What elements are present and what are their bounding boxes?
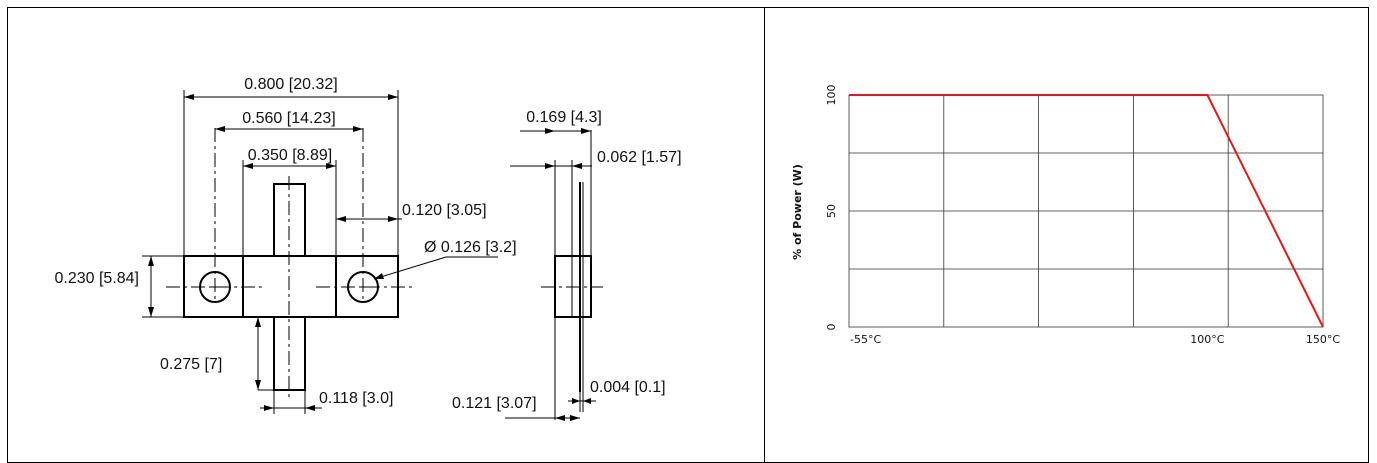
dim-hole-diameter: Ø 0.126 [3.2] <box>424 239 517 256</box>
top-view: 0.800 [20.32] 0.560 [14.23] 0.350 [8.89]… <box>54 76 517 414</box>
chart-grid <box>848 94 1324 328</box>
dim-side-base: 0.121 [3.07] <box>452 395 537 412</box>
side-view: 0.169 [4.3] 0.062 [1.57] 0.121 [3.07] 0.… <box>452 109 682 421</box>
chart-series <box>849 94 1324 328</box>
dim-lead-thickness: 0.004 [0.1] <box>590 379 666 396</box>
y-tick-label: 50 <box>825 204 838 218</box>
x-tick-label: -55°C <box>850 333 881 346</box>
y-tick-label: 100 <box>825 85 838 106</box>
dim-body-width: 0.350 [8.89] <box>248 147 333 164</box>
chart-y-ticks: 0 50 100 <box>825 85 838 331</box>
chart-x-ticks: -55°C 100°C 150°C <box>850 333 1340 346</box>
x-tick-label: 100°C <box>1190 333 1224 346</box>
dim-overall-length: 0.800 [20.32] <box>244 76 337 93</box>
power-derating-line <box>849 94 1324 328</box>
derating-chart: 0 50 100 -55°C 100°C 150°C % of Power (W) <box>791 85 1340 347</box>
hole-diameter-leader <box>373 256 447 280</box>
dim-hole-spacing: 0.560 [14.23] <box>242 110 335 127</box>
dim-lead-width: 0.118 [3.0] <box>319 390 393 407</box>
dim-lead-length: 0.275 [7] <box>160 356 222 373</box>
x-tick-label: 150°C <box>1306 333 1340 346</box>
y-axis-label: % of Power (W) <box>791 164 804 260</box>
dim-flange-thickness: 0.062 [1.57] <box>597 149 682 166</box>
dim-side-thickness: 0.169 [4.3] <box>526 109 602 126</box>
y-tick-label: 0 <box>825 324 838 331</box>
dim-tab-offset: 0.120 [3.05] <box>402 202 487 219</box>
dim-flange-height: 0.230 [5.84] <box>54 270 139 287</box>
